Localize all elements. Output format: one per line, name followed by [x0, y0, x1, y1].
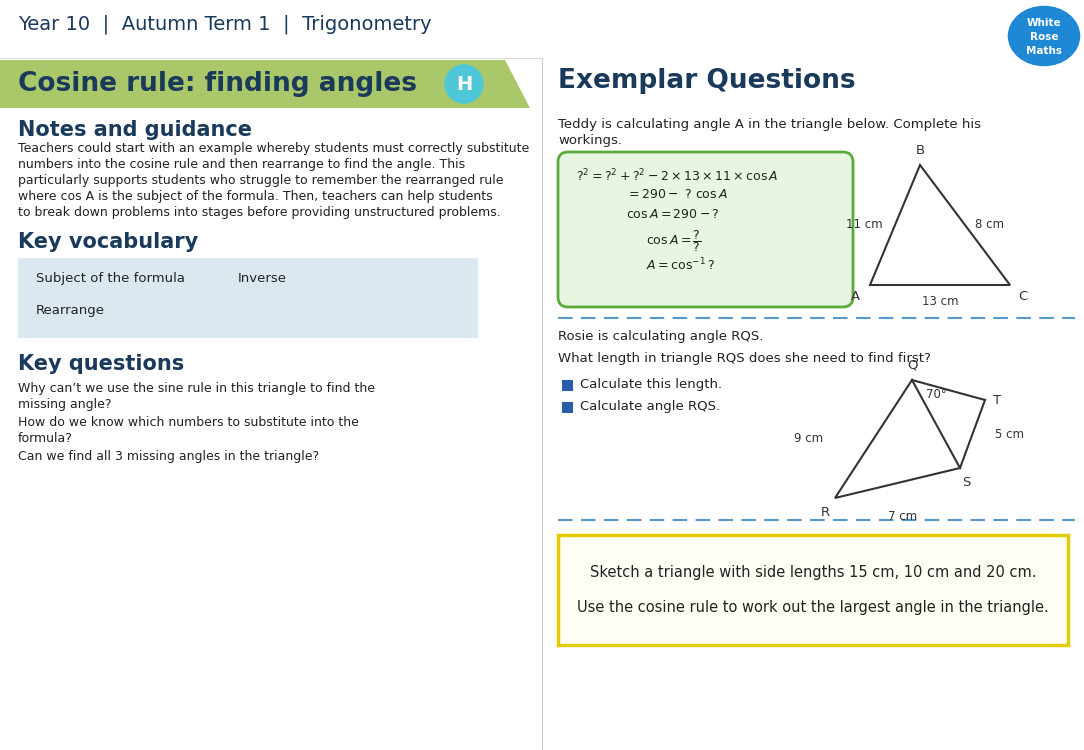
Text: to break down problems into stages before providing unstructured problems.: to break down problems into stages befor…	[18, 206, 501, 219]
Text: where cos A is the subject of the formula. Then, teachers can help students: where cos A is the subject of the formul…	[18, 190, 492, 203]
Text: H: H	[456, 74, 473, 94]
Text: 5 cm: 5 cm	[995, 427, 1024, 440]
Text: 11 cm: 11 cm	[847, 218, 883, 232]
Text: Subject of the formula: Subject of the formula	[36, 272, 185, 285]
Text: How do we know which numbers to substitute into the: How do we know which numbers to substitu…	[18, 416, 359, 429]
Text: Calculate this length.: Calculate this length.	[580, 378, 722, 391]
Bar	[18, 258, 478, 338]
Text: T: T	[993, 394, 1002, 406]
Text: R: R	[821, 506, 830, 519]
Bar	[558, 535, 1068, 645]
FancyBboxPatch shape	[558, 152, 853, 307]
Text: Q: Q	[906, 359, 917, 372]
Polygon shape	[0, 60, 530, 108]
Text: Sketch a triangle with side lengths 15 cm, 10 cm and 20 cm.: Sketch a triangle with side lengths 15 c…	[590, 565, 1036, 580]
Circle shape	[446, 65, 483, 103]
Ellipse shape	[1006, 4, 1082, 68]
Text: Calculate angle RQS.: Calculate angle RQS.	[580, 400, 720, 413]
Text: Key vocabulary: Key vocabulary	[18, 232, 198, 252]
Text: 7 cm: 7 cm	[888, 510, 917, 523]
Text: C: C	[1018, 290, 1028, 303]
Text: Use the cosine rule to work out the largest angle in the triangle.: Use the cosine rule to work out the larg…	[577, 600, 1049, 615]
Text: 70°: 70°	[926, 388, 946, 401]
Text: Teddy is calculating angle A in the triangle below. Complete his: Teddy is calculating angle A in the tria…	[558, 118, 981, 131]
Text: particularly supports students who struggle to remember the rearranged rule: particularly supports students who strug…	[18, 174, 503, 187]
Text: A: A	[851, 290, 860, 303]
Text: Key questions: Key questions	[18, 354, 184, 374]
Text: Maths: Maths	[1025, 46, 1062, 56]
Text: Teachers could start with an example whereby students must correctly substitute: Teachers could start with an example whe…	[18, 142, 529, 155]
Text: Can we find all 3 missing angles in the triangle?: Can we find all 3 missing angles in the …	[18, 450, 319, 463]
Text: 13 cm: 13 cm	[921, 295, 958, 308]
Text: Rose: Rose	[1030, 32, 1058, 42]
Text: Cosine rule: finding angles: Cosine rule: finding angles	[18, 71, 417, 97]
Text: S: S	[962, 476, 970, 489]
Text: $\cos A = 290 - ?$: $\cos A = 290 - ?$	[625, 208, 720, 221]
Bar	[562, 402, 573, 413]
Text: numbers into the cosine rule and then rearrange to find the angle. This: numbers into the cosine rule and then re…	[18, 158, 465, 171]
Text: B: B	[915, 144, 925, 157]
Text: 9 cm: 9 cm	[793, 433, 823, 445]
Text: Rearrange: Rearrange	[36, 304, 105, 317]
Text: $?^2 = ?^2 + ?^2 - 2 \times 13 \times 11 \times \cos A$: $?^2 = ?^2 + ?^2 - 2 \times 13 \times 11…	[576, 168, 778, 184]
Text: Exemplar Questions: Exemplar Questions	[558, 68, 855, 94]
Text: White: White	[1027, 18, 1061, 28]
Text: Why can’t we use the sine rule in this triangle to find the: Why can’t we use the sine rule in this t…	[18, 382, 375, 395]
Text: $\cos A = \dfrac{?}{?}$: $\cos A = \dfrac{?}{?}$	[646, 228, 701, 254]
Text: Notes and guidance: Notes and guidance	[18, 120, 251, 140]
Text: What length in triangle RQS does she need to find first?: What length in triangle RQS does she nee…	[558, 352, 931, 365]
Text: Inverse: Inverse	[238, 272, 287, 285]
Bar	[562, 380, 573, 391]
Text: 8 cm: 8 cm	[975, 218, 1004, 232]
Text: Rosie is calculating angle RQS.: Rosie is calculating angle RQS.	[558, 330, 763, 343]
Text: $= 290 -\ ?\ \cos A$: $= 290 -\ ?\ \cos A$	[625, 188, 727, 201]
Text: formula?: formula?	[18, 432, 73, 445]
Text: Year 10  |  Autumn Term 1  |  Trigonometry: Year 10 | Autumn Term 1 | Trigonometry	[18, 14, 431, 34]
Text: workings.: workings.	[558, 134, 622, 147]
Text: $A = \cos^{-1}?$: $A = \cos^{-1}?$	[646, 257, 714, 274]
Text: missing angle?: missing angle?	[18, 398, 112, 411]
